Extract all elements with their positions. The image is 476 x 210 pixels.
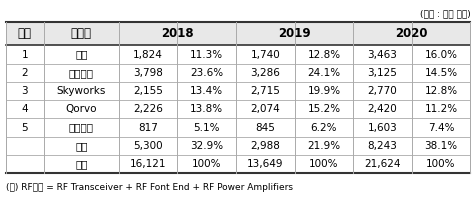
Text: 순위: 순위 xyxy=(18,27,32,40)
Text: 3,125: 3,125 xyxy=(367,68,397,78)
Text: Qorvo: Qorvo xyxy=(66,104,97,114)
Text: 1,603: 1,603 xyxy=(367,123,397,133)
Text: 3,798: 3,798 xyxy=(133,68,163,78)
Text: 38.1%: 38.1% xyxy=(425,141,457,151)
Text: 2018: 2018 xyxy=(161,27,194,40)
Text: 2,074: 2,074 xyxy=(250,104,280,114)
Text: 5,300: 5,300 xyxy=(133,141,163,151)
Text: 6.2%: 6.2% xyxy=(311,123,337,133)
Text: 100%: 100% xyxy=(426,159,456,169)
Text: 4: 4 xyxy=(21,104,28,114)
Text: 합계: 합계 xyxy=(75,159,88,169)
Text: 2,988: 2,988 xyxy=(250,141,280,151)
Text: 2: 2 xyxy=(21,68,28,78)
Text: 기타: 기타 xyxy=(75,141,88,151)
Text: 100%: 100% xyxy=(309,159,338,169)
Text: 2,715: 2,715 xyxy=(250,86,280,96)
Text: 19.9%: 19.9% xyxy=(307,86,340,96)
Text: 미디어텍: 미디어텍 xyxy=(69,123,94,133)
Text: 3,463: 3,463 xyxy=(367,50,397,60)
Text: 2,770: 2,770 xyxy=(367,86,397,96)
Text: 5.1%: 5.1% xyxy=(194,123,220,133)
Text: 817: 817 xyxy=(138,123,158,133)
Text: 11.3%: 11.3% xyxy=(190,50,223,60)
Text: 14.5%: 14.5% xyxy=(425,68,457,78)
Text: 12.8%: 12.8% xyxy=(425,86,457,96)
Text: 2,226: 2,226 xyxy=(133,104,163,114)
Text: 13.8%: 13.8% xyxy=(190,104,223,114)
Text: 23.6%: 23.6% xyxy=(190,68,223,78)
Text: 3: 3 xyxy=(21,86,28,96)
Text: 32.9%: 32.9% xyxy=(190,141,223,151)
Text: 2020: 2020 xyxy=(396,27,428,40)
Text: 1,740: 1,740 xyxy=(250,50,280,60)
Text: 업체명: 업체명 xyxy=(71,27,92,40)
Text: (단위 : 백만 달러): (단위 : 백만 달러) xyxy=(419,9,470,18)
Text: 7.4%: 7.4% xyxy=(428,123,454,133)
Text: 21.9%: 21.9% xyxy=(307,141,340,151)
Text: 24.1%: 24.1% xyxy=(307,68,340,78)
Text: 100%: 100% xyxy=(192,159,221,169)
Text: 브로드컴: 브로드컴 xyxy=(69,68,94,78)
Text: 16,121: 16,121 xyxy=(130,159,167,169)
Text: (주) RF부품 = RF Transceiver + RF Font End + RF Power Amplifiers: (주) RF부품 = RF Transceiver + RF Font End … xyxy=(6,183,293,192)
Text: 2,420: 2,420 xyxy=(367,104,397,114)
Text: 8,243: 8,243 xyxy=(367,141,397,151)
Text: Skyworks: Skyworks xyxy=(57,86,106,96)
Text: 1: 1 xyxy=(21,50,28,60)
Text: 16.0%: 16.0% xyxy=(425,50,457,60)
Text: 2019: 2019 xyxy=(278,27,311,40)
Bar xyxy=(6,22,470,46)
Text: 3,286: 3,286 xyxy=(250,68,280,78)
Text: 퀄컴: 퀄컴 xyxy=(75,50,88,60)
Text: 12.8%: 12.8% xyxy=(307,50,340,60)
Text: 13,649: 13,649 xyxy=(247,159,284,169)
Text: 15.2%: 15.2% xyxy=(307,104,340,114)
Text: 1,824: 1,824 xyxy=(133,50,163,60)
Text: 845: 845 xyxy=(256,123,275,133)
Text: 2,155: 2,155 xyxy=(133,86,163,96)
Text: 21,624: 21,624 xyxy=(364,159,401,169)
Text: 13.4%: 13.4% xyxy=(190,86,223,96)
Text: 5: 5 xyxy=(21,123,28,133)
Text: 11.2%: 11.2% xyxy=(425,104,457,114)
